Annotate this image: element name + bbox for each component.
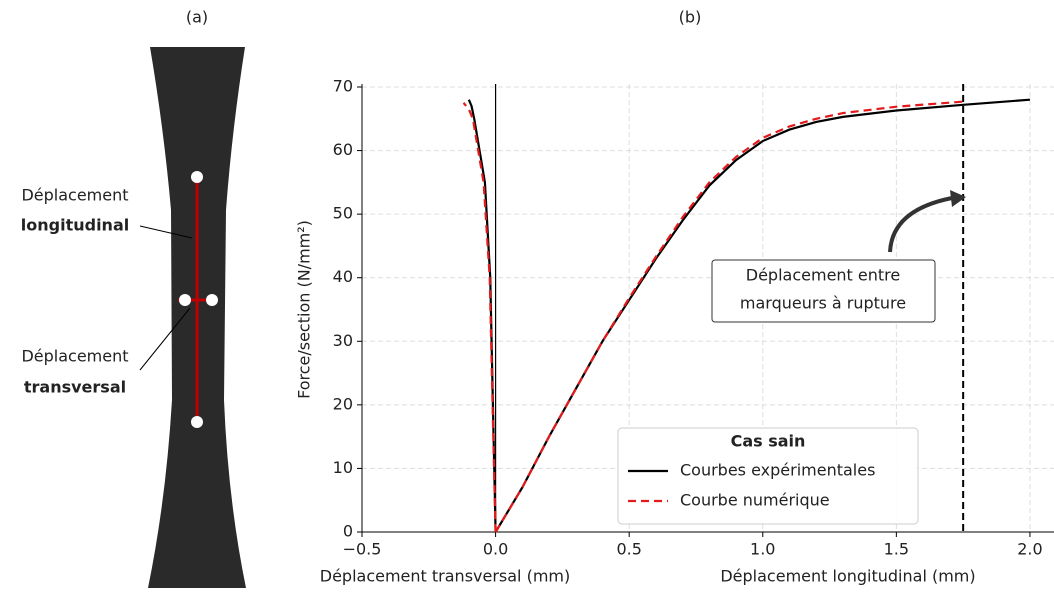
- y-tick-label: 60: [333, 140, 353, 159]
- specimen-label: transversal: [24, 378, 126, 397]
- y-tick-label: 30: [333, 331, 353, 350]
- series-line: [462, 100, 964, 533]
- specimen-label: longitudinal: [21, 216, 129, 235]
- annotation-text: marqueurs à rupture: [740, 294, 906, 313]
- specimen-label: Déplacement: [21, 186, 128, 205]
- marker: [179, 294, 191, 306]
- annotation-arrowhead: [950, 190, 966, 207]
- x-tick-label: −0.5: [343, 540, 382, 559]
- panel-label: (b): [679, 8, 702, 27]
- legend-box: [617, 427, 919, 525]
- x-tick-label: 0.5: [616, 540, 641, 559]
- pointer: [139, 307, 191, 371]
- specimen-label: Déplacement: [21, 347, 128, 366]
- y-tick-label: 50: [333, 204, 353, 223]
- annotation-box: [711, 259, 936, 323]
- x-axis-label: Déplacement transversal (mm): [320, 567, 571, 586]
- axes: [361, 84, 1054, 533]
- x-tick-label: 0.0: [483, 540, 508, 559]
- y-tick-label: 0: [343, 522, 353, 541]
- pointer: [139, 225, 193, 239]
- panel-label: (a): [186, 8, 208, 27]
- y-axis-label: Force/section (N/mm²): [295, 220, 314, 399]
- y-tick-label: 40: [333, 267, 353, 286]
- x-tick-label: 1.5: [884, 540, 909, 559]
- x-tick-label: 1.0: [750, 540, 775, 559]
- x-tick-label: 2.0: [1017, 540, 1042, 559]
- x-axis-label: Déplacement longitudinal (mm): [720, 567, 975, 586]
- legend-title: Cas sain: [731, 432, 806, 451]
- annotation-arrow: [888, 196, 953, 253]
- marker: [206, 294, 218, 306]
- marker: [191, 416, 203, 428]
- legend-label: Courbes expérimentales: [680, 461, 875, 480]
- y-tick-label: 70: [333, 77, 353, 96]
- y-tick-label: 10: [333, 458, 353, 477]
- annotation-text: Déplacement entre: [746, 266, 900, 285]
- legend-label: Courbe numérique: [680, 491, 830, 510]
- y-tick-label: 20: [333, 394, 353, 413]
- marker: [191, 171, 203, 183]
